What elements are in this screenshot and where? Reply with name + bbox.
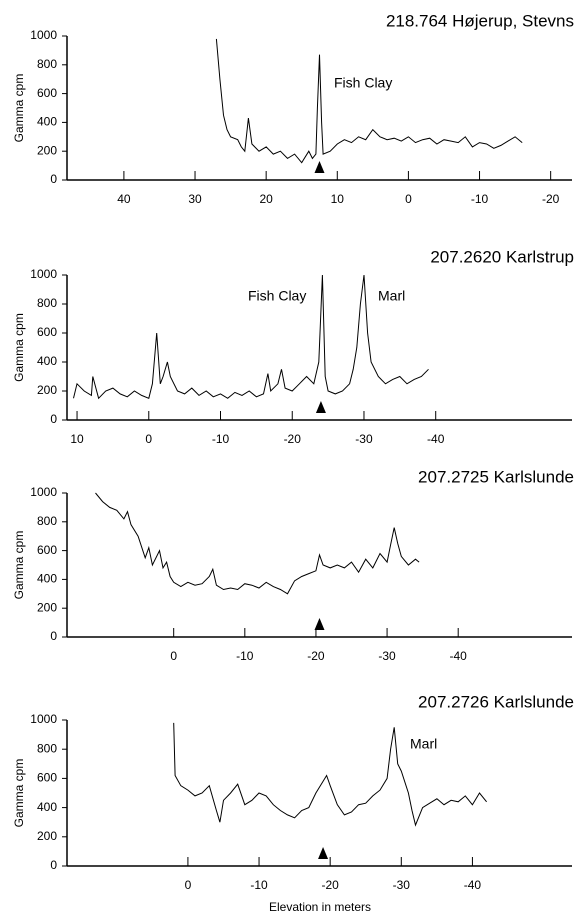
y-tick-label: 1000 <box>30 267 57 281</box>
x-tick-label: -20 <box>542 192 560 206</box>
data-line <box>215 38 523 164</box>
y-tick-label: 400 <box>37 115 57 129</box>
x-tick-label: -30 <box>378 649 396 663</box>
annotation: Marl <box>410 736 437 752</box>
x-tick-label: 0 <box>170 649 177 663</box>
x-axis-label: Elevation in meters <box>269 900 371 914</box>
y-tick-label: 200 <box>37 600 57 614</box>
x-tick-label: 0 <box>145 432 152 446</box>
panel-title: 207.2620 Karlstrup <box>430 247 574 266</box>
y-tick-label: 600 <box>37 325 57 339</box>
y-tick-label: 1000 <box>30 485 57 499</box>
x-tick-label: 20 <box>259 192 273 206</box>
y-tick-label: 200 <box>37 383 57 397</box>
data-line <box>73 274 429 400</box>
y-tick-label: 800 <box>37 741 57 755</box>
x-tick-label: -20 <box>284 432 302 446</box>
boundary-marker <box>315 401 326 413</box>
x-tick-label: 10 <box>331 192 345 206</box>
boundary-marker <box>318 847 329 859</box>
y-tick-label: 400 <box>37 354 57 368</box>
panel-title: 207.2725 Karlslunde <box>418 467 574 486</box>
y-tick-label: 600 <box>37 86 57 100</box>
x-tick-label: 40 <box>117 192 131 206</box>
x-tick-label: -40 <box>450 649 468 663</box>
y-axis-label: Gamma cpm <box>12 531 26 600</box>
boundary-marker <box>314 618 325 630</box>
panel-title: 218.764 Højerup, Stevns <box>386 11 574 30</box>
y-tick-label: 200 <box>37 143 57 157</box>
y-tick-label: 0 <box>50 858 57 872</box>
x-tick-label: -10 <box>471 192 489 206</box>
annotation: Marl <box>378 288 405 304</box>
y-tick-label: 800 <box>37 57 57 71</box>
y-tick-label: 0 <box>50 172 57 186</box>
annotation: Fish Clay <box>334 75 392 91</box>
x-tick-label: -40 <box>464 878 482 892</box>
x-tick-label: 0 <box>405 192 412 206</box>
x-tick-label: 0 <box>185 878 192 892</box>
y-tick-label: 600 <box>37 543 57 557</box>
x-tick-label: 30 <box>188 192 202 206</box>
y-tick-label: 0 <box>50 412 57 426</box>
y-tick-label: 0 <box>50 629 57 643</box>
y-axis-label: Gamma cpm <box>12 74 26 143</box>
y-axis-label: Gamma cpm <box>12 313 26 382</box>
y-tick-label: 400 <box>37 572 57 586</box>
x-tick-label: -10 <box>236 649 254 663</box>
y-tick-label: 800 <box>37 514 57 528</box>
x-tick-label: -20 <box>321 878 339 892</box>
x-tick-label: -20 <box>307 649 325 663</box>
y-tick-label: 600 <box>37 771 57 785</box>
y-tick-label: 400 <box>37 800 57 814</box>
boundary-marker <box>314 161 325 173</box>
x-tick-label: -40 <box>427 432 445 446</box>
data-line <box>95 492 420 595</box>
x-tick-label: -10 <box>212 432 230 446</box>
x-tick-label: -10 <box>250 878 268 892</box>
x-tick-label: -30 <box>393 878 411 892</box>
y-axis-label: Gamma cpm <box>12 759 26 828</box>
x-tick-label: -30 <box>355 432 373 446</box>
y-tick-label: 1000 <box>30 28 57 42</box>
annotation: Fish Clay <box>248 288 306 304</box>
data-line <box>173 722 487 827</box>
x-tick-label: 10 <box>70 432 84 446</box>
y-tick-label: 1000 <box>30 712 57 726</box>
y-tick-label: 200 <box>37 829 57 843</box>
y-tick-label: 800 <box>37 296 57 310</box>
panel-title: 207.2726 Karlslunde <box>418 692 574 711</box>
